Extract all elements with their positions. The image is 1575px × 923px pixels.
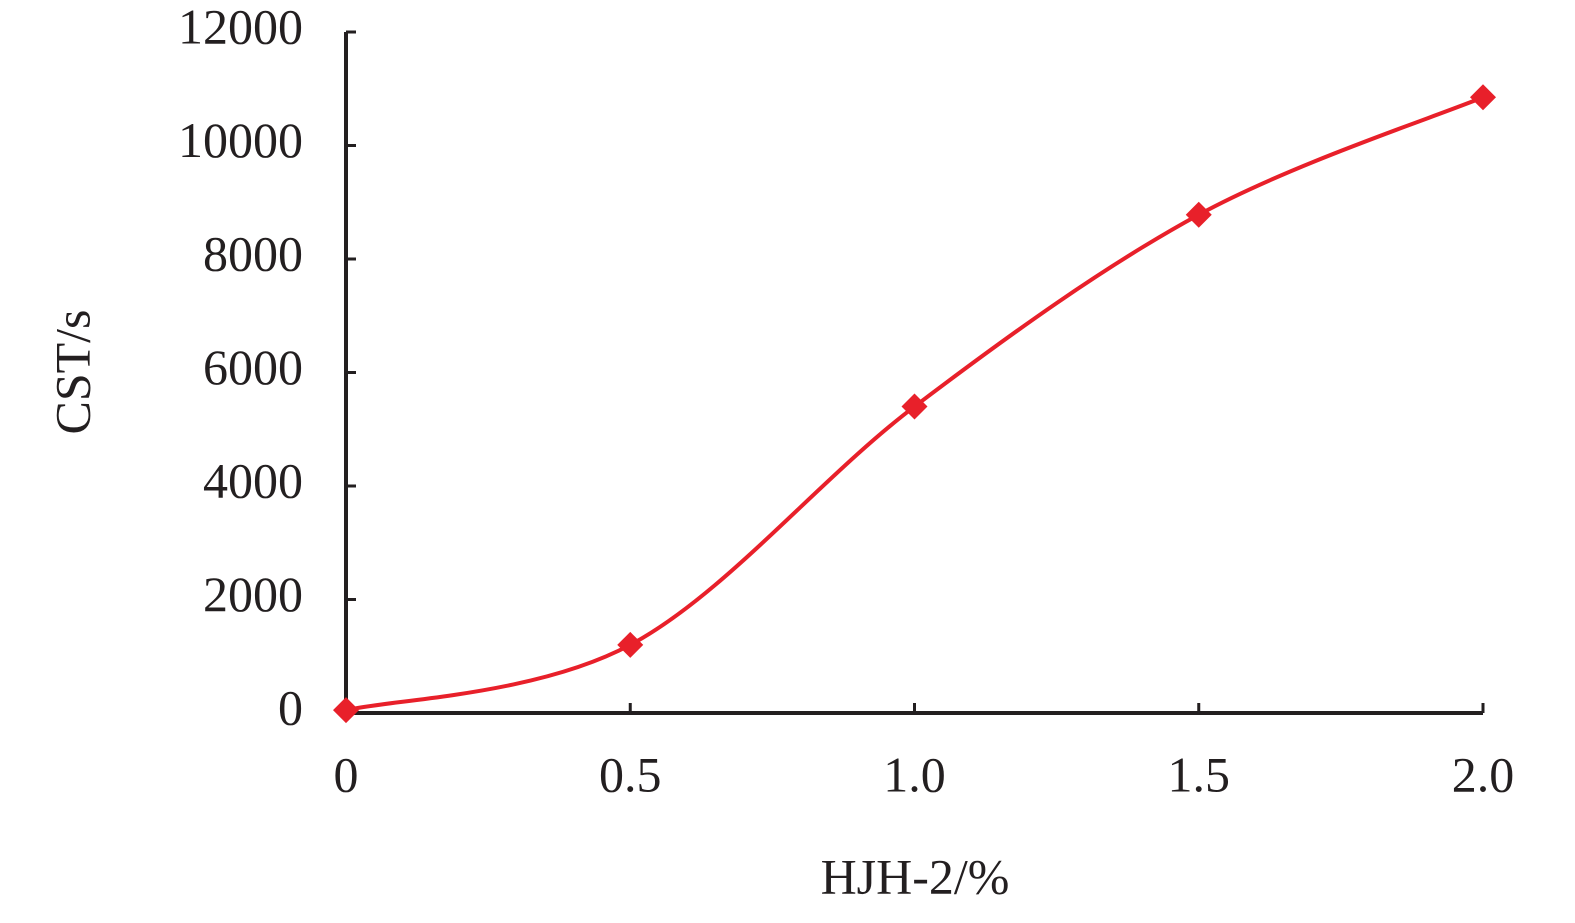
x-tick-label: 1.5 xyxy=(1168,746,1231,802)
data-point xyxy=(333,697,359,724)
y-tick-label: 0 xyxy=(278,679,303,735)
x-tick-label: 0.5 xyxy=(599,746,662,802)
y-tick-label: 6000 xyxy=(203,339,303,395)
data-point xyxy=(1185,201,1212,228)
y-tick-label: 8000 xyxy=(203,225,303,281)
x-tick-label: 0 xyxy=(334,746,359,802)
y-tick-label: 10000 xyxy=(178,112,303,168)
x-axis-label: HJH-2/% xyxy=(821,848,1010,904)
y-tick-label: 12000 xyxy=(178,0,303,54)
y-tick-label: 2000 xyxy=(203,566,303,622)
data-point xyxy=(617,631,644,658)
x-tick-label: 1.0 xyxy=(883,746,946,802)
y-tick-label: 4000 xyxy=(203,452,303,508)
x-tick-label: 2.0 xyxy=(1452,746,1515,802)
y-axis-label: CST/s xyxy=(44,309,100,434)
data-point xyxy=(901,393,928,420)
data-point xyxy=(1470,84,1496,111)
